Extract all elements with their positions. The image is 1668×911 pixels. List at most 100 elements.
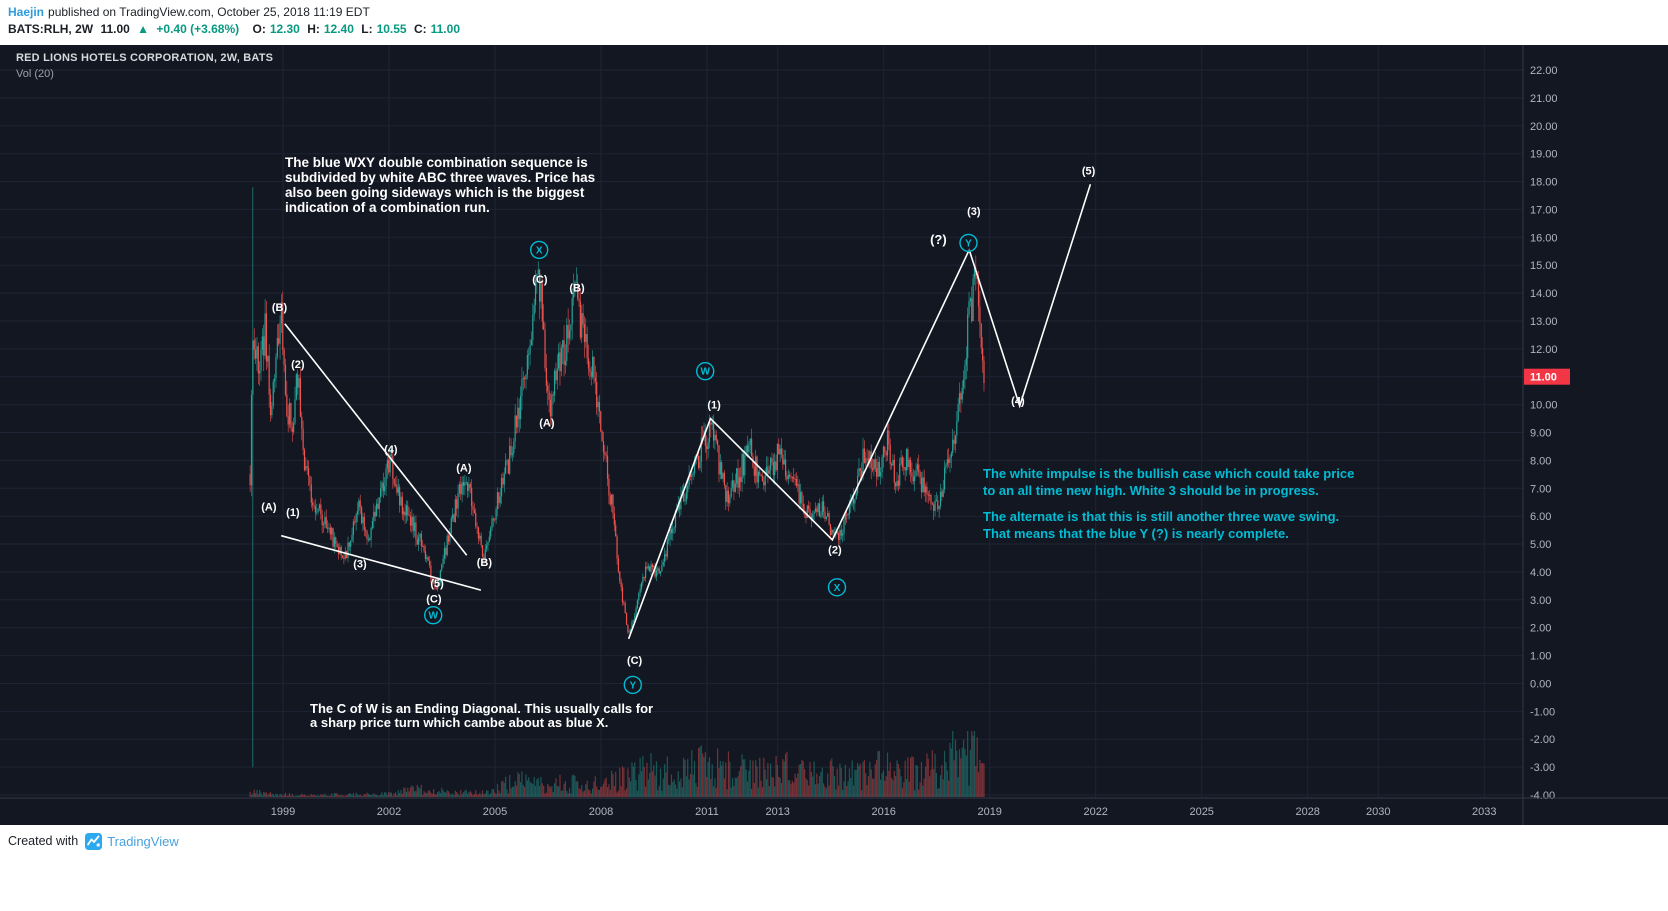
wave-label[interactable]: (5) <box>430 578 444 590</box>
wave-label-circled-w[interactable]: W <box>696 362 715 381</box>
wave-label[interactable]: (2) <box>291 359 305 371</box>
volume-indicator-label: Vol (20) <box>16 68 54 80</box>
price-tick-label: 12.00 <box>1530 344 1558 356</box>
price-tick-label: 2.00 <box>1530 623 1551 635</box>
price-tick-label: 20.00 <box>1530 121 1558 133</box>
price-tick-label: 22.00 <box>1530 65 1558 77</box>
wave-label[interactable]: (1) <box>707 400 721 412</box>
svg-text:X: X <box>834 583 841 594</box>
wave-label[interactable]: (A) <box>539 418 555 430</box>
wave-label[interactable]: (1) <box>286 507 300 519</box>
svg-text:Y: Y <box>629 680 636 691</box>
volume-series <box>249 731 985 797</box>
svg-text:X: X <box>536 245 543 256</box>
time-tick-label: 2025 <box>1189 806 1213 818</box>
wave-label[interactable]: (5) <box>1082 165 1096 177</box>
last-price-text: 11.00 <box>100 22 130 36</box>
trend-lines <box>280 184 1092 640</box>
up-arrow-icon: ▲ <box>137 22 150 36</box>
wave-label-circled-y[interactable]: Y <box>959 233 978 253</box>
wave-label[interactable]: (3) <box>353 559 367 571</box>
high-label: H: <box>307 22 320 36</box>
line-wedge-upper[interactable] <box>284 323 468 556</box>
wave-label[interactable]: (B) <box>477 557 493 569</box>
price-tick-label: 9.00 <box>1530 428 1551 440</box>
time-tick-label: 2013 <box>765 806 789 818</box>
time-tick-label: 2019 <box>977 806 1001 818</box>
wave-label[interactable]: (B) <box>272 302 288 314</box>
wave-label[interactable]: (2) <box>828 545 842 557</box>
wave-label[interactable]: (4) <box>1011 395 1025 407</box>
line-impulse[interactable] <box>627 184 1092 640</box>
price-tick-label: -2.00 <box>1530 734 1555 746</box>
candlestick-series <box>249 187 985 768</box>
low-value: 10.55 <box>376 22 407 36</box>
time-tick-label: 2033 <box>1472 806 1496 818</box>
wave-label-circled-x[interactable]: X <box>530 240 549 260</box>
last-price-badge: 11.00 <box>1524 368 1570 385</box>
high-value: 12.40 <box>323 22 354 36</box>
chart-pane[interactable]: (A) (B) (1) (2) (3) (4) (5) (C) (A) (B) (C) (A) (B) (… <box>0 45 1668 825</box>
annotation-bullish-note[interactable]: The white impulse is the bullish case wh… <box>983 466 1355 498</box>
price-chart-canvas: (A) (B) (1) (2) (3) (4) (5) (C) (A) (B) (C) (A) (B) (… <box>0 45 1668 825</box>
annotation-alternate-note[interactable]: The alternate is that this is still anot… <box>983 509 1340 541</box>
wave-label[interactable]: (?) <box>930 232 947 247</box>
price-tick-label: 4.00 <box>1530 567 1551 579</box>
price-tick-label: -1.00 <box>1530 706 1555 718</box>
line-wedge-lower[interactable] <box>280 534 482 591</box>
price-tick-label: 3.00 <box>1530 595 1551 607</box>
symbol-name: BATS:RLH, 2W <box>8 22 94 36</box>
pane-title: RED LIONS HOTELS CORPORATION, 2W, BATS <box>16 52 274 64</box>
time-tick-label: 2002 <box>377 806 401 818</box>
time-scale[interactable]: 1999 2002 2005 2008 2011 2013 2016 2019 2022 2025… <box>0 797 1668 818</box>
price-tick-label: -4.00 <box>1530 790 1555 802</box>
tradingview-link[interactable]: TradingView <box>107 833 179 849</box>
price-tick-label: 13.00 <box>1530 316 1558 328</box>
time-tick-label: 2022 <box>1083 806 1107 818</box>
wave-labels: (A) (B) (1) (2) (3) (4) (5) (C) (A) (B) (C) (A) (B) (… <box>261 165 1096 695</box>
wave-label-circled-y[interactable]: Y <box>623 675 642 695</box>
svg-text:Y: Y <box>965 238 972 249</box>
wave-label[interactable]: (B) <box>569 283 585 295</box>
price-tick-label: 1.00 <box>1530 651 1551 663</box>
time-tick-label: 2030 <box>1366 806 1390 818</box>
author-link[interactable]: Haejin <box>8 5 45 19</box>
wave-label[interactable]: (C) <box>532 274 548 286</box>
svg-text:W: W <box>700 367 710 378</box>
close-value: 11.00 <box>430 22 460 36</box>
price-change-text: +0.40 (+3.68%) <box>156 22 240 36</box>
price-tick-label: 8.00 <box>1530 455 1551 467</box>
annotation-combination-note[interactable]: The blue WXY double combination sequence… <box>285 155 596 215</box>
symbol-info-bar: BATS:RLH, 2W 11.00 ▲ +0.40 (+3.68%) O: 12… <box>8 22 464 36</box>
annotation-ending-diagonal-note[interactable]: The C of W is an Ending Diagonal. This u… <box>310 701 654 730</box>
wave-label[interactable]: (3) <box>967 206 981 218</box>
price-tick-label: 10.00 <box>1530 400 1558 412</box>
price-tick-label: 0.00 <box>1530 679 1551 691</box>
close-label: C: <box>413 22 427 36</box>
grid <box>0 45 1523 798</box>
svg-text:11.00: 11.00 <box>1530 372 1557 384</box>
wave-label[interactable]: (C) <box>627 655 643 667</box>
price-scale[interactable]: 22.00 21.00 20.00 19.00 18.00 17.00 16.00 15.00… <box>1522 45 1570 825</box>
wave-label[interactable]: (C) <box>426 593 442 605</box>
header: Haejin published on TradingView.com, Octo… <box>0 0 1668 45</box>
low-label: L: <box>361 22 373 36</box>
wave-label[interactable]: (4) <box>384 444 398 456</box>
price-tick-label: -3.00 <box>1530 762 1555 774</box>
wave-label-circled-w[interactable]: W <box>424 606 443 625</box>
footer: Created with TradingView <box>0 825 1668 911</box>
wave-label-circled-x[interactable]: X <box>827 578 847 597</box>
price-tick-label: 7.00 <box>1530 483 1551 495</box>
tradingview-logo-icon[interactable] <box>85 832 103 850</box>
open-label: O: <box>252 22 266 36</box>
wave-label[interactable]: (A) <box>261 501 277 513</box>
open-value: 12.30 <box>269 22 300 36</box>
wave-label[interactable]: (A) <box>456 462 472 474</box>
price-tick-label: 18.00 <box>1530 177 1558 189</box>
time-tick-label: 1999 <box>271 806 295 818</box>
price-tick-label: 21.00 <box>1530 93 1558 105</box>
price-tick-label: 14.00 <box>1530 288 1558 300</box>
price-tick-label: 16.00 <box>1530 232 1558 244</box>
price-tick-label: 17.00 <box>1530 204 1558 216</box>
